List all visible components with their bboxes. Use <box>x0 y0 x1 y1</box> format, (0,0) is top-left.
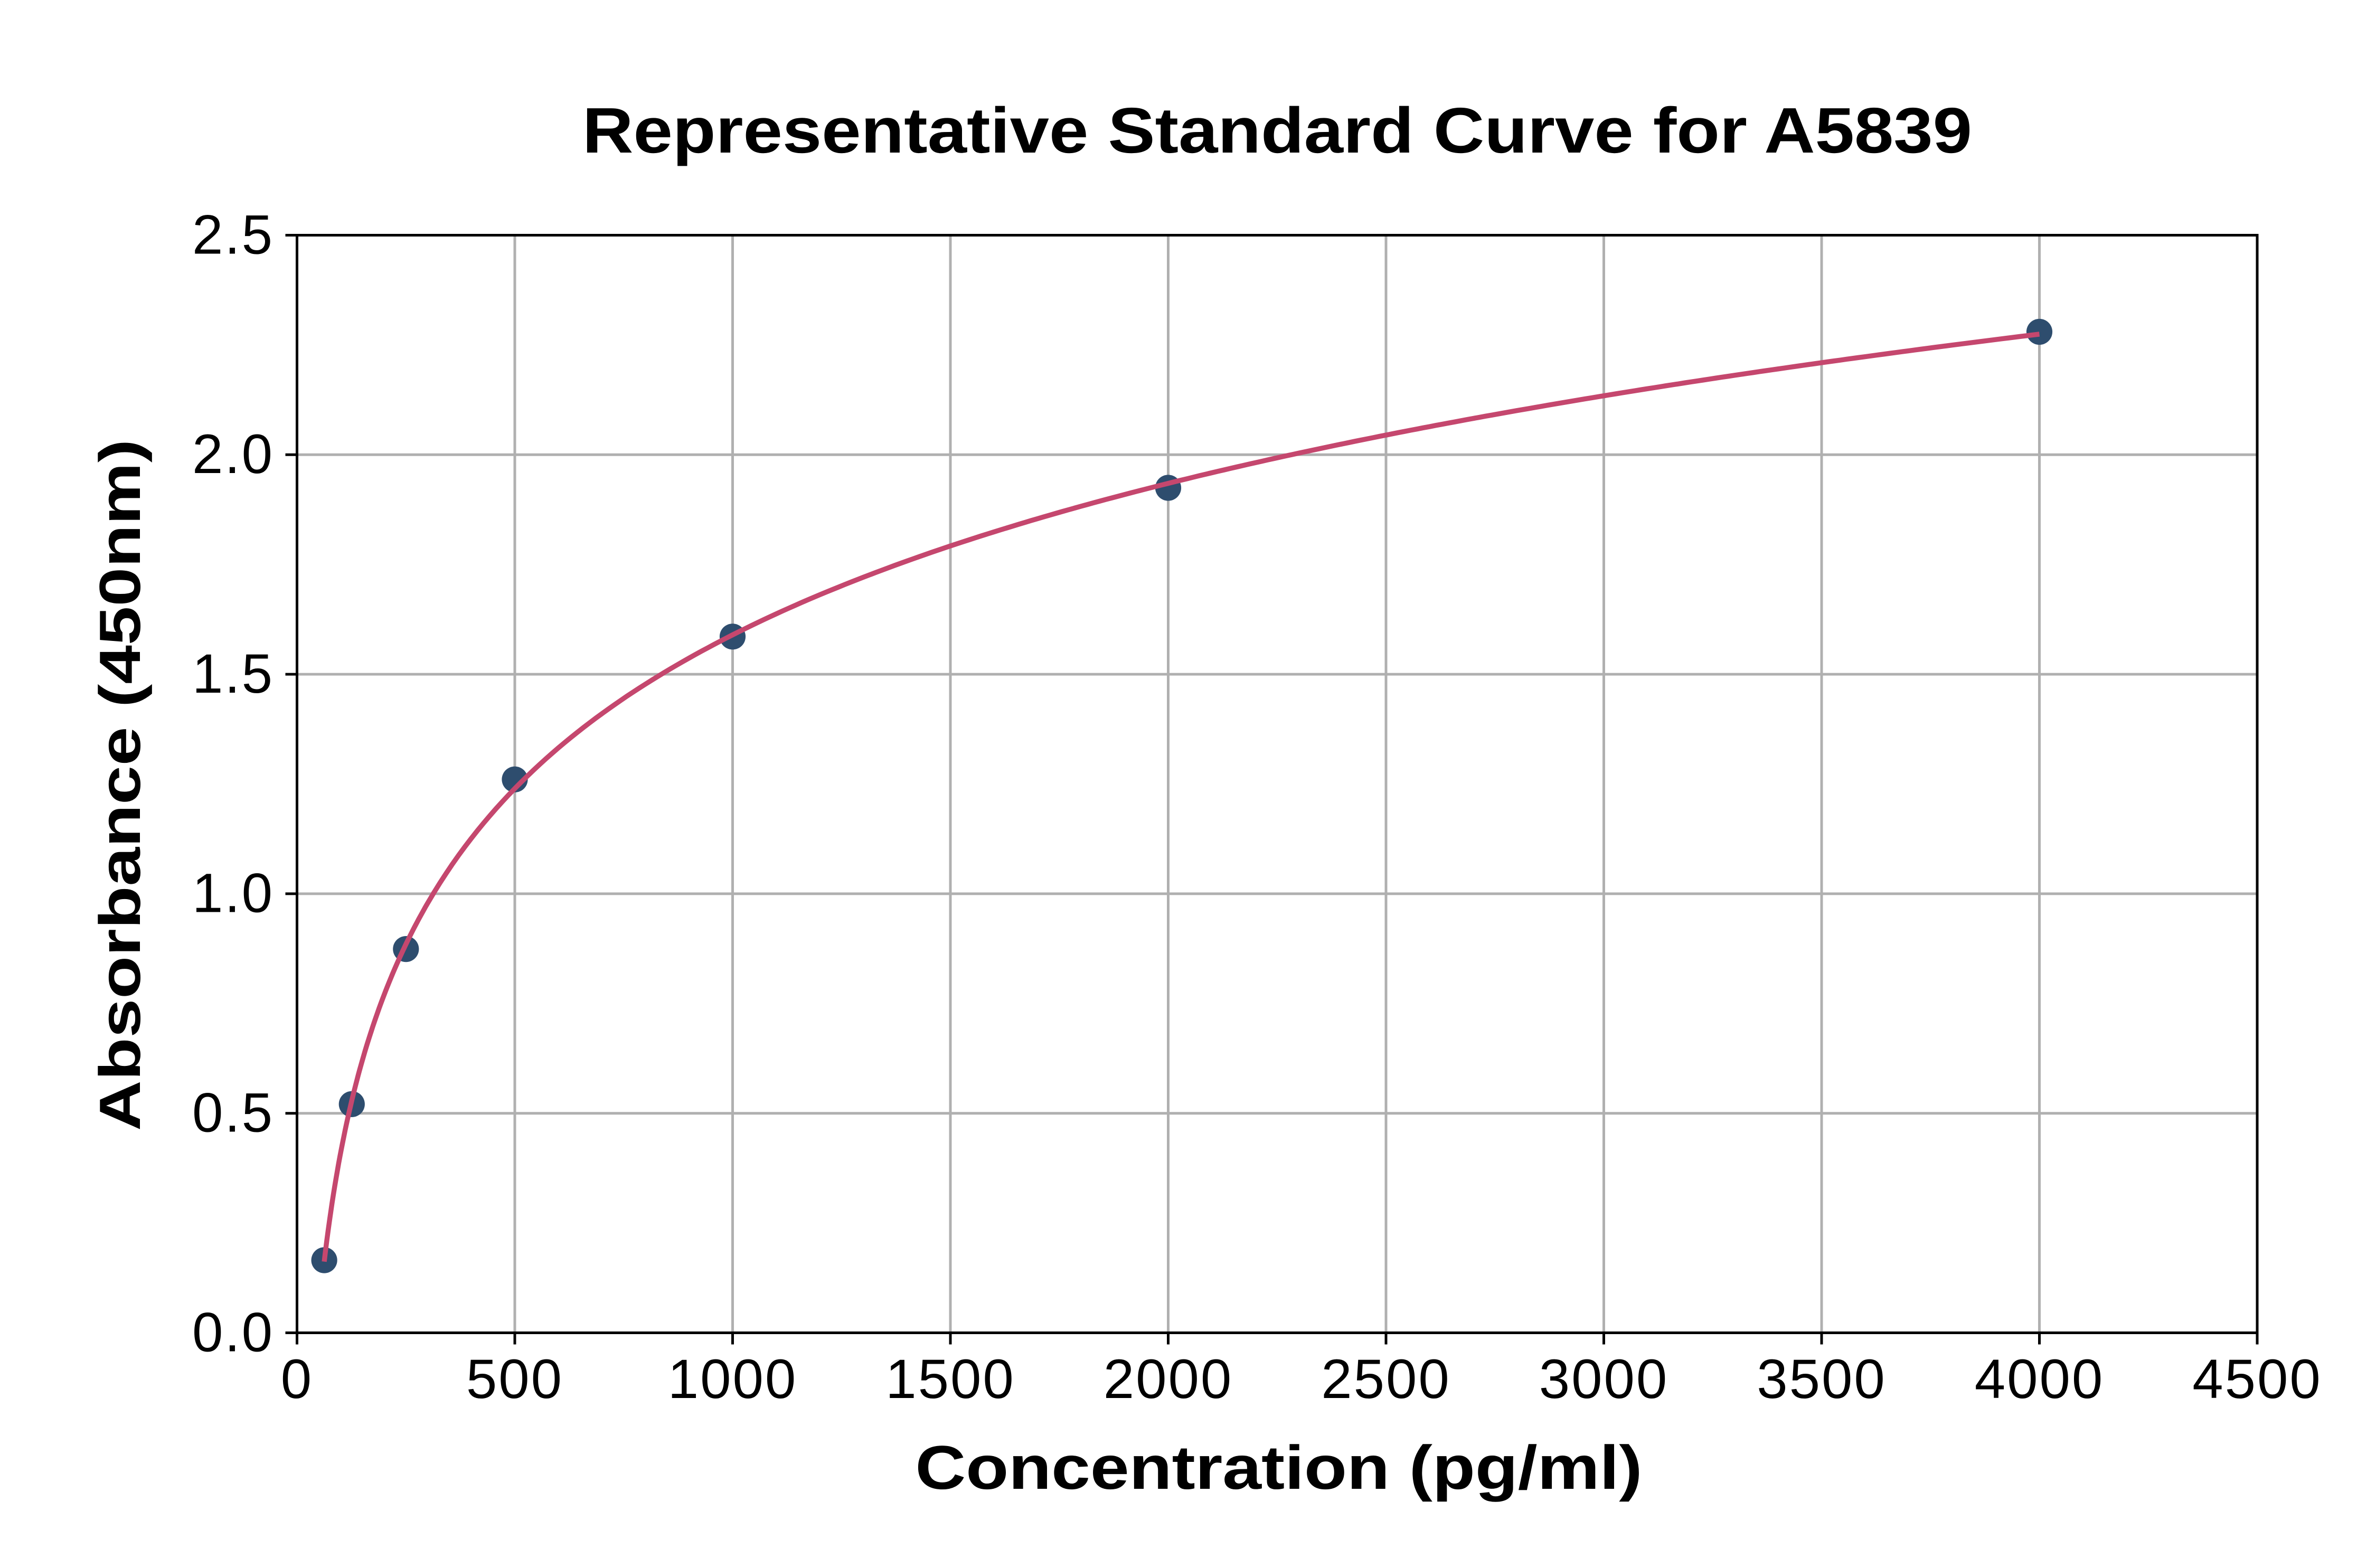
svg-text:4500: 4500 <box>2192 1348 2322 1410</box>
svg-text:1.0: 1.0 <box>192 863 274 924</box>
svg-text:4000: 4000 <box>1975 1348 2105 1410</box>
svg-text:2.0: 2.0 <box>192 423 274 485</box>
svg-text:Representative Standard Curve: Representative Standard Curve for A5839 <box>582 95 1972 166</box>
svg-text:0.5: 0.5 <box>192 1082 274 1144</box>
svg-text:1.5: 1.5 <box>192 643 274 705</box>
svg-text:3500: 3500 <box>1757 1348 1887 1410</box>
svg-text:Concentration (pg/ml): Concentration (pg/ml) <box>916 1433 1643 1502</box>
svg-text:2.5: 2.5 <box>192 204 274 266</box>
svg-text:2500: 2500 <box>1321 1348 1451 1410</box>
svg-text:0.0: 0.0 <box>192 1301 274 1363</box>
svg-text:1000: 1000 <box>668 1348 798 1410</box>
svg-text:500: 500 <box>466 1348 563 1410</box>
svg-text:2000: 2000 <box>1104 1348 1233 1410</box>
svg-text:3000: 3000 <box>1539 1348 1669 1410</box>
svg-text:Absorbance (450nm): Absorbance (450nm) <box>88 439 153 1131</box>
svg-text:0: 0 <box>281 1348 313 1410</box>
svg-text:1500: 1500 <box>885 1348 1015 1410</box>
